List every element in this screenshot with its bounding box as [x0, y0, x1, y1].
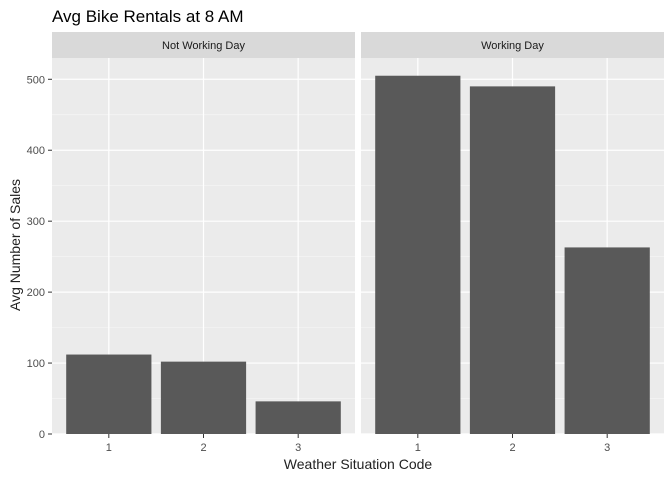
y-axis-title: Avg Number of Sales: [7, 179, 23, 311]
y-axis: 0 100 200 300 400 500: [27, 74, 52, 441]
chart-title: Avg Bike Rentals at 8 AM: [52, 7, 244, 26]
bar: [469, 86, 556, 435]
bar: [564, 247, 650, 434]
facet-strip: [52, 32, 355, 58]
y-tick-label: 500: [27, 74, 45, 86]
bar: [160, 361, 247, 434]
y-tick-label: 200: [27, 287, 45, 299]
facet-strip: [361, 32, 664, 58]
facet-panel: Not Working Day 1 2 3: [52, 32, 355, 454]
x-tick-label: 3: [604, 442, 610, 454]
facet-panel: Working Day 1 2 3: [361, 32, 664, 454]
x-tick-label: 1: [106, 442, 112, 454]
x-tick-label: 2: [509, 442, 515, 454]
y-tick-label: 400: [27, 145, 45, 157]
facet-panels: Not Working Day 1 2 3 Working Day 1 2 3: [52, 32, 664, 454]
x-tick-label: 3: [295, 442, 301, 454]
facet-strip-label: Working Day: [481, 40, 544, 52]
facet-strip-label: Not Working Day: [162, 40, 245, 52]
x-tick-label: 1: [415, 442, 421, 454]
bar: [66, 354, 152, 434]
y-tick-label: 0: [39, 429, 45, 441]
y-tick-label: 300: [27, 216, 45, 228]
x-tick-label: 2: [200, 442, 206, 454]
x-axis-title: Weather Situation Code: [284, 456, 433, 472]
bar: [375, 75, 461, 435]
bar: [255, 401, 341, 434]
y-tick-label: 100: [27, 358, 45, 370]
